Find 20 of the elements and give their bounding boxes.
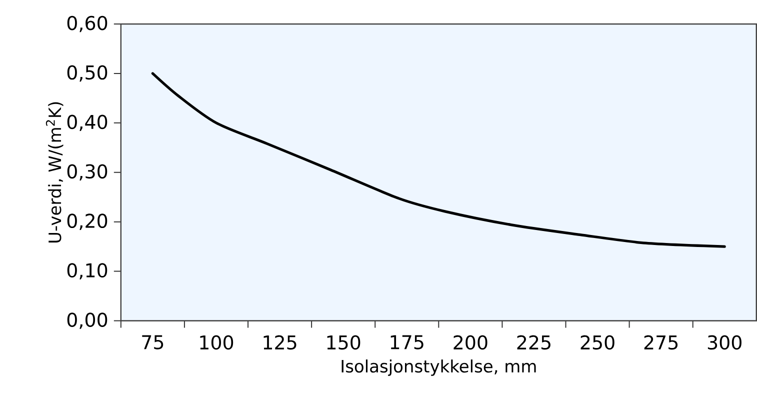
y-tick-label: 0,30 [67, 164, 108, 181]
x-tick-label: 300 [708, 335, 742, 350]
x-axis-title: Isolasjonstykkelse, mm [342, 360, 536, 376]
x-tick-label: 175 [390, 335, 424, 350]
x-tick-label: 225 [517, 335, 550, 350]
y-tick-label: 0,00 [67, 312, 108, 330]
y-tick-label: 0,20 [67, 214, 108, 230]
y-tick-label: 0,60 [67, 16, 108, 32]
y-tick-label: 0,40 [67, 114, 108, 132]
x-tick-label: 75 [142, 335, 164, 350]
y-tick-label: 0,10 [67, 263, 108, 280]
x-tick-label: 125 [264, 335, 296, 350]
line-series [151, 72, 726, 248]
x-tick-label: 200 [454, 335, 488, 350]
y-axis-title: U-verdi, W/(m$^{2}$K) [46, 102, 64, 243]
y-tick-label: 0,50 [67, 65, 108, 82]
x-tick-label: 150 [327, 335, 360, 350]
x-tick-label: 100 [200, 335, 234, 350]
x-tick-label: 275 [644, 335, 678, 350]
x-tick-label: 250 [580, 335, 614, 350]
